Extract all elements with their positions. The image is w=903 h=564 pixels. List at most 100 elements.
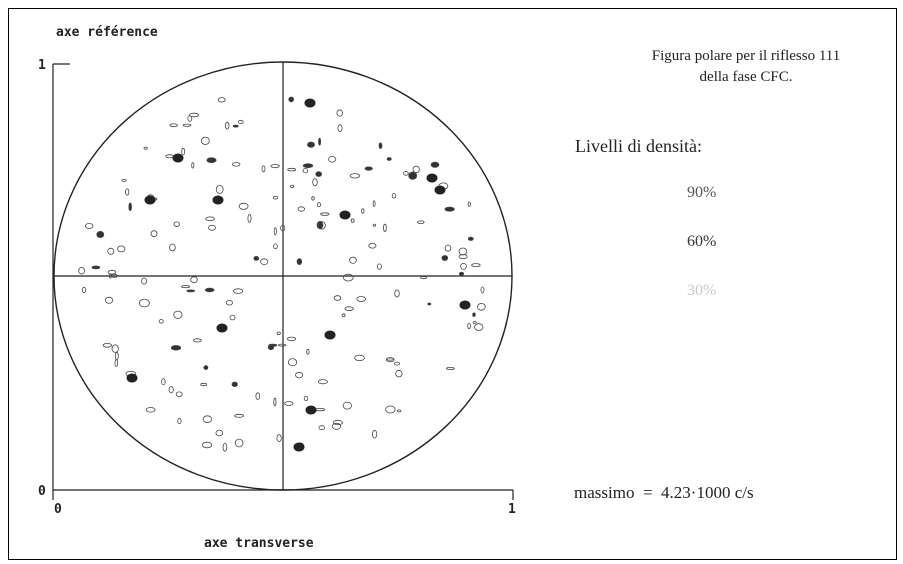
contour-blob	[286, 336, 297, 342]
contour-peak	[459, 300, 471, 310]
contour-blob	[317, 221, 326, 230]
contour-blob	[234, 438, 244, 448]
contour-peak	[305, 405, 317, 415]
contour-blob	[477, 302, 486, 311]
level-60: 60%	[687, 233, 716, 251]
contour-blob	[467, 201, 471, 207]
contour-blob	[306, 348, 310, 355]
contour-blob	[458, 254, 468, 260]
density-contours	[78, 96, 486, 452]
contour-blob	[480, 286, 485, 294]
contour-blob	[114, 351, 119, 361]
contour-blob	[460, 262, 467, 270]
contour-blob	[91, 265, 101, 270]
contour-blob	[158, 319, 164, 324]
contour-blob	[280, 225, 286, 232]
contour-blob	[417, 220, 425, 224]
contour-blob	[234, 413, 245, 418]
contour-blob	[467, 322, 471, 329]
contour-blob	[261, 165, 266, 173]
contour-blob	[125, 188, 130, 196]
contour-blob	[337, 124, 343, 132]
contour-blob	[105, 296, 114, 304]
contour-blob	[204, 287, 215, 293]
contour-blob	[181, 285, 191, 289]
contour-blob	[182, 123, 192, 127]
contour-blob	[206, 157, 217, 164]
contour-blob	[186, 289, 196, 293]
contour-blob	[150, 230, 158, 238]
contour-blob	[458, 271, 465, 276]
contour-blob	[107, 269, 117, 275]
contour-blob	[349, 173, 361, 179]
contour-blob	[191, 162, 195, 169]
contour-blob	[320, 212, 330, 216]
contour-blob	[287, 167, 297, 172]
contour-blob	[312, 178, 318, 187]
contour-blob	[229, 314, 236, 321]
contour-blob	[170, 345, 182, 351]
contour-blob	[202, 441, 213, 449]
contour-blob	[317, 379, 328, 385]
x-tick-left: 0	[54, 502, 62, 517]
contour-blob	[102, 342, 113, 348]
y-tick-bottom: 0	[38, 484, 46, 499]
contour-blob	[318, 425, 325, 431]
contour-blob	[276, 434, 282, 443]
contour-blob	[288, 96, 295, 103]
contour-blob	[331, 422, 342, 430]
contour-blob	[318, 137, 322, 146]
contour-blob	[403, 171, 409, 176]
contour-peak	[212, 195, 224, 205]
contour-blob	[128, 202, 132, 211]
contour-peak	[126, 373, 138, 383]
contour-blob	[472, 321, 477, 324]
contour-blob	[412, 165, 420, 174]
contour-blob	[391, 192, 397, 199]
level-30-label: 30%	[687, 282, 717, 299]
contour-blob	[467, 236, 474, 241]
contour-blob	[238, 202, 249, 210]
contour-blob	[458, 247, 468, 256]
contour-blob	[260, 258, 269, 266]
contour-blob	[354, 354, 365, 362]
contour-blob	[138, 298, 150, 308]
contour-blob	[81, 286, 87, 293]
contour-blob	[96, 230, 105, 238]
contour-blob	[311, 196, 315, 201]
contour-blob	[296, 258, 303, 266]
contour-blob	[290, 184, 295, 189]
contour-blob	[328, 156, 337, 163]
contour-blob	[232, 124, 239, 128]
contour-blob	[208, 224, 216, 231]
level-60-label: 60%	[687, 233, 717, 250]
contour-blob	[276, 331, 281, 335]
contour-blob	[336, 109, 343, 117]
contour-blob	[224, 121, 230, 130]
contour-blob	[386, 357, 394, 361]
contour-blob	[189, 112, 200, 118]
contour-blob	[474, 323, 484, 331]
contour-blob	[107, 247, 115, 255]
contour-blob	[356, 296, 367, 302]
contour-blob	[332, 419, 343, 426]
contour-blob	[273, 227, 277, 236]
contour-blob	[173, 221, 180, 227]
level-90-label: 90%	[687, 184, 717, 201]
contour-blob	[255, 392, 261, 401]
contour-blob	[430, 161, 440, 168]
contour-blob	[302, 163, 314, 169]
contour-blob	[169, 243, 176, 252]
contour-blob	[215, 184, 224, 194]
contour-blob	[267, 344, 275, 351]
contour-peak	[144, 195, 156, 205]
contour-blob	[169, 123, 178, 128]
contour-blob	[121, 178, 127, 182]
contour-blob	[349, 256, 357, 264]
contour-blob	[272, 195, 279, 200]
contour-blob	[173, 310, 183, 319]
contour-blob	[117, 245, 126, 253]
contour-blob	[238, 119, 244, 125]
contour-blob	[233, 288, 244, 294]
